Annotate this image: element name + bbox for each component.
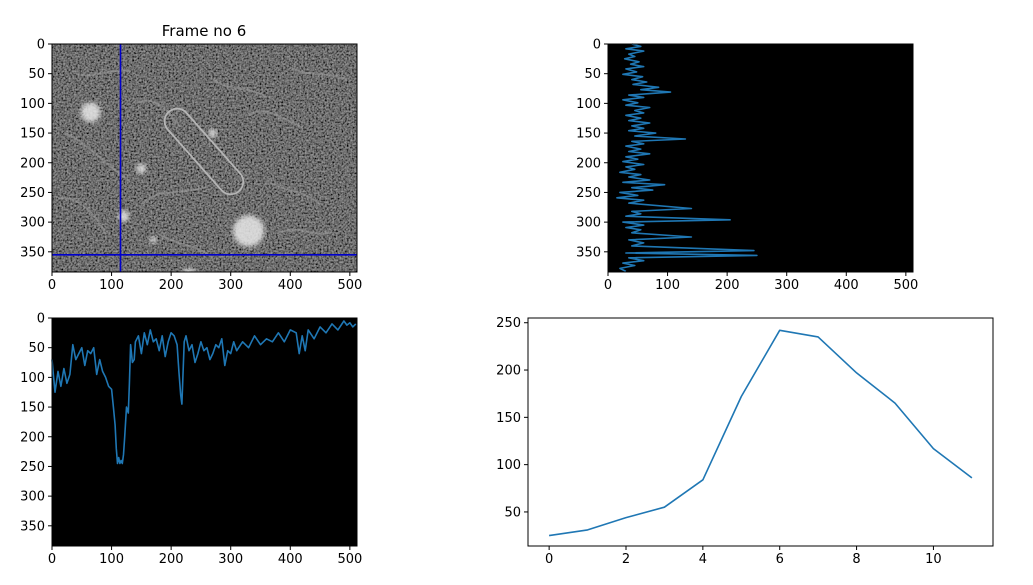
y-tick-label: 100 [576, 97, 601, 112]
filament [134, 99, 181, 128]
plot-background [608, 44, 913, 272]
y-tick-label: 50 [28, 341, 45, 356]
subplot-vertical-profile: 0 100 200 300 400 500 0 50 100 150 200 250 300 350 [576, 38, 918, 294]
x-tick-label: 500 [337, 552, 362, 567]
x-tick-label: 400 [834, 278, 859, 293]
x-tick-label: 500 [893, 278, 918, 293]
y-tick-label: 100 [20, 97, 45, 112]
frame-title: Frame no 6 [162, 22, 247, 40]
capsule-outline [163, 107, 245, 196]
vertical-profile-axes: 0 100 200 300 400 500 0 50 100 150 200 250 300 350 [576, 38, 918, 294]
x-tick-label: 100 [99, 552, 124, 567]
microscopy-image [52, 44, 357, 272]
x-tick-label: 100 [99, 278, 124, 293]
x-tick-label: 300 [218, 278, 243, 293]
y-tick-label: 300 [20, 490, 45, 505]
filament [289, 66, 348, 81]
x-tick-label: 400 [278, 552, 303, 567]
axes-frame [607, 43, 914, 273]
y-tick-label: 200 [496, 364, 521, 379]
x-tick-label: 6 [776, 552, 784, 567]
x-tick-label: 8 [852, 552, 860, 567]
axes-frame [527, 317, 994, 547]
y-tick-label: 50 [504, 505, 521, 520]
y-tick-label: 150 [496, 411, 521, 426]
x-tick-label: 500 [337, 278, 362, 293]
filament [277, 228, 333, 235]
subplot-frame-image: Frame no 6 0 100 200 300 400 500 0 50 100 150 200 2… [20, 22, 362, 293]
intensity-curve-axes: 0 2 4 6 8 10 50 100 150 200 250 [496, 316, 994, 567]
filament [75, 69, 130, 77]
bright-spot [232, 215, 265, 247]
y-tick-label: 250 [496, 316, 521, 331]
y-tick-label: 250 [20, 460, 45, 475]
plot-background [528, 318, 993, 546]
image-noise [52, 44, 357, 272]
y-tick-label: 150 [20, 127, 45, 142]
filament [248, 110, 303, 129]
x-tick-label: 400 [278, 278, 303, 293]
x-tick-label: 0 [604, 278, 612, 293]
y-tick-label: 200 [20, 156, 45, 171]
y-tick-label: 350 [20, 245, 45, 260]
x-tick-label: 300 [218, 552, 243, 567]
y-tick-label: 350 [576, 245, 601, 260]
intensity-line [548, 329, 973, 537]
profile-line [616, 43, 758, 273]
y-tick-label: 300 [20, 216, 45, 231]
bright-spot [182, 268, 196, 272]
filament [63, 132, 130, 182]
bright-spot [80, 102, 101, 123]
y-tick-label: 350 [20, 519, 45, 534]
y-tick-label: 0 [37, 38, 45, 53]
axes-frame [51, 317, 358, 547]
y-tick-label: 0 [593, 38, 601, 53]
x-tick-label: 0 [545, 552, 553, 567]
filament [265, 179, 321, 206]
y-tick-label: 200 [20, 430, 45, 445]
filament [212, 78, 268, 99]
x-tick-label: 200 [159, 552, 184, 567]
image-axes: 0 100 200 300 400 500 0 50 100 150 200 250 300 350 [20, 38, 362, 294]
bright-spot [149, 236, 157, 244]
y-tick-label: 300 [576, 216, 601, 231]
profile-line [51, 320, 357, 465]
y-tick-label: 50 [28, 67, 45, 82]
y-tick-label: 50 [584, 67, 601, 82]
y-tick-label: 250 [20, 186, 45, 201]
subplot-intensity-curve: 0 2 4 6 8 10 50 100 150 200 250 [496, 316, 994, 567]
x-tick-label: 200 [159, 278, 184, 293]
bright-spot [136, 163, 147, 174]
x-tick-label: 0 [48, 278, 56, 293]
filament [140, 185, 208, 206]
x-tick-label: 4 [699, 552, 707, 567]
horizontal-profile-axes: 0 100 200 300 400 500 0 50 100 150 200 250 300 350 [20, 312, 362, 568]
x-tick-label: 200 [715, 278, 740, 293]
x-tick-label: 2 [622, 552, 630, 567]
y-tick-label: 150 [20, 401, 45, 416]
x-tick-label: 0 [48, 552, 56, 567]
y-tick-label: 250 [576, 186, 601, 201]
subplot-horizontal-profile: 0 100 200 300 400 500 0 50 100 150 200 250 300 350 [20, 312, 362, 568]
axes-frame [51, 43, 358, 273]
plot-background [52, 318, 357, 546]
x-tick-label: 300 [774, 278, 799, 293]
y-tick-label: 150 [576, 127, 601, 142]
y-tick-label: 100 [20, 371, 45, 386]
filament [57, 197, 107, 235]
y-tick-label: 0 [37, 312, 45, 327]
x-tick-label: 10 [925, 552, 942, 567]
x-tick-label: 100 [655, 278, 680, 293]
bright-spot [117, 210, 130, 222]
bright-spot [208, 128, 218, 138]
y-tick-label: 100 [496, 458, 521, 473]
y-tick-label: 200 [576, 156, 601, 171]
